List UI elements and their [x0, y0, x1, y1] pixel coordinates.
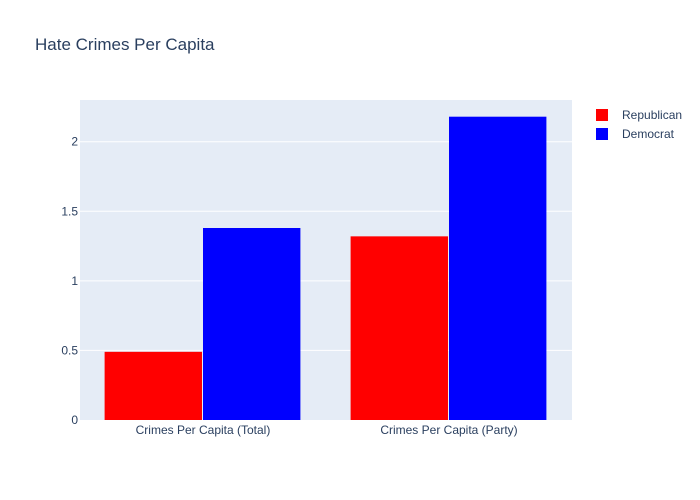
bar-republican-1[interactable] — [104, 351, 202, 420]
legend-swatch — [596, 128, 608, 140]
y-tick-label: 1.5 — [61, 204, 78, 218]
bar-democrat-2[interactable] — [449, 116, 547, 421]
x-tick-label: Crimes Per Capita (Party) — [380, 423, 517, 437]
bar-democrat-1[interactable] — [203, 228, 301, 420]
legend-swatch — [596, 109, 608, 121]
y-tick-label: 0.5 — [61, 343, 78, 357]
legend[interactable]: Republican Democrat — [596, 108, 682, 141]
legend-label: Democrat — [622, 127, 675, 141]
legend-label: Republican — [622, 108, 682, 122]
y-tick-label: 1 — [71, 274, 78, 288]
bar-republican-2[interactable] — [350, 236, 448, 420]
y-tick-label: 0 — [71, 413, 78, 427]
legend-item-democrat[interactable]: Democrat — [596, 127, 675, 141]
x-axis: Crimes Per Capita (Total) Crimes Per Capi… — [136, 423, 518, 437]
chart-title: Hate Crimes Per Capita — [35, 35, 215, 54]
x-tick-label: Crimes Per Capita (Total) — [136, 423, 271, 437]
legend-item-republican[interactable]: Republican — [596, 108, 682, 122]
bars — [104, 116, 547, 421]
y-tick-label: 2 — [71, 135, 78, 149]
y-axis: 0 0.5 1 1.5 2 — [61, 135, 78, 427]
